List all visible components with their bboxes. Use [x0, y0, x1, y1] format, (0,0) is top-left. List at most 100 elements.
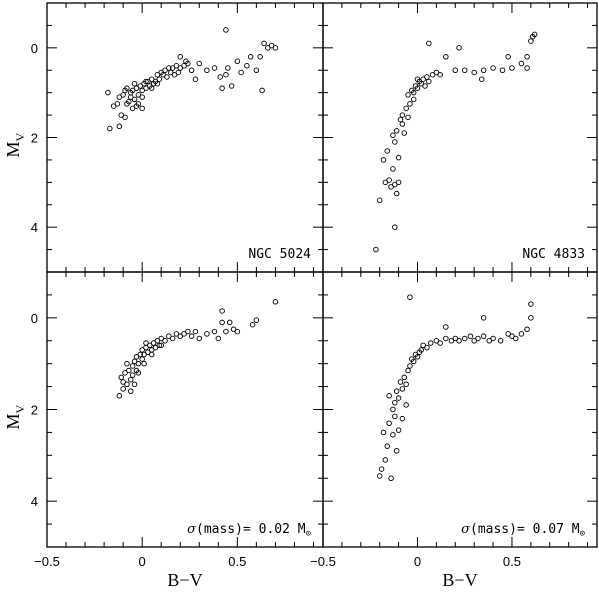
- data-point: [156, 76, 163, 82]
- data-point: [528, 301, 534, 307]
- data-point: [393, 388, 400, 394]
- data-point: [175, 69, 182, 76]
- data-point: [141, 360, 147, 367]
- data-point: [225, 65, 231, 71]
- data-point: [422, 83, 428, 89]
- data-point: [382, 457, 389, 463]
- panels-group: [46, 2, 598, 548]
- data-point: [405, 92, 411, 98]
- data-point: [204, 331, 210, 337]
- data-point: [407, 294, 413, 300]
- data-point: [257, 54, 263, 60]
- data-point: [392, 139, 398, 145]
- data-point: [490, 335, 496, 342]
- data-point: [380, 429, 387, 436]
- data-point: [405, 367, 411, 374]
- data-point: [148, 351, 155, 358]
- data-point: [272, 299, 279, 305]
- data-point: [259, 87, 265, 94]
- data-point: [393, 128, 400, 134]
- data-point: [128, 388, 134, 394]
- data-point: [131, 96, 138, 103]
- data-point: [223, 71, 229, 78]
- data-point: [443, 324, 449, 330]
- data-point: [528, 315, 534, 321]
- panel-2: [322, 2, 598, 273]
- data-point: [376, 197, 383, 204]
- panel-label: NGC 4833: [522, 247, 585, 262]
- data-point: [211, 328, 218, 335]
- data-point: [524, 54, 530, 60]
- panel-4: [322, 271, 598, 548]
- y-axis-title: MV: [3, 404, 27, 429]
- data-point: [244, 63, 250, 69]
- data-point: [386, 177, 392, 183]
- data-point: [524, 65, 530, 71]
- data-point: [156, 342, 163, 349]
- data-point: [120, 386, 126, 392]
- data-point: [219, 319, 225, 326]
- data-point: [497, 338, 504, 344]
- data-point: [518, 331, 525, 337]
- data-point: [128, 376, 134, 383]
- data-point: [223, 27, 229, 33]
- data-point: [395, 154, 402, 161]
- data-point: [452, 67, 459, 73]
- data-point: [467, 333, 474, 339]
- data-point: [397, 116, 404, 123]
- data-point: [122, 114, 128, 121]
- data-point: [388, 475, 394, 482]
- y-tick-label: 2: [31, 131, 38, 146]
- data-point: [188, 67, 195, 73]
- data-point: [137, 351, 144, 358]
- data-point: [395, 395, 402, 401]
- data-point: [116, 393, 123, 399]
- panel-label: NGC 5024: [248, 247, 311, 262]
- data-point: [407, 363, 413, 369]
- panel-1: [46, 2, 324, 273]
- x-tick-label: 0: [139, 554, 146, 569]
- data-point: [399, 415, 406, 422]
- data-point: [403, 381, 409, 388]
- data-point: [228, 83, 235, 89]
- data-point: [427, 340, 434, 346]
- data-point: [384, 443, 390, 449]
- data-point: [133, 103, 140, 109]
- data-point: [410, 89, 417, 96]
- data-point: [139, 356, 145, 362]
- data-point: [399, 121, 406, 127]
- data-point: [183, 58, 189, 65]
- data-point: [390, 132, 396, 139]
- data-point: [414, 85, 421, 91]
- data-point: [192, 76, 199, 82]
- data-point: [116, 123, 123, 130]
- data-point: [223, 328, 229, 335]
- data-point: [393, 448, 400, 454]
- x-tick-label: 0: [414, 554, 421, 569]
- data-point: [215, 335, 222, 342]
- data-point: [143, 340, 149, 346]
- data-point: [131, 80, 138, 87]
- data-point: [107, 125, 113, 132]
- data-point: [204, 67, 210, 73]
- panel-3: [46, 271, 324, 548]
- data-point: [116, 94, 123, 100]
- data-point: [238, 69, 244, 76]
- data-point: [131, 381, 138, 388]
- data-point: [188, 333, 195, 339]
- data-point: [272, 45, 279, 51]
- x-tick-label: −0.5: [34, 554, 60, 569]
- y-tick-label: 0: [31, 311, 38, 326]
- data-point: [456, 338, 462, 344]
- data-point: [139, 105, 145, 112]
- data-point: [124, 360, 130, 367]
- data-point: [226, 319, 233, 326]
- data-point: [390, 166, 396, 172]
- data-point: [234, 328, 241, 335]
- data-point: [196, 60, 203, 67]
- data-point: [105, 89, 111, 96]
- y-tick-label: 0: [31, 41, 38, 56]
- data-point: [219, 85, 225, 91]
- data-point: [524, 326, 530, 333]
